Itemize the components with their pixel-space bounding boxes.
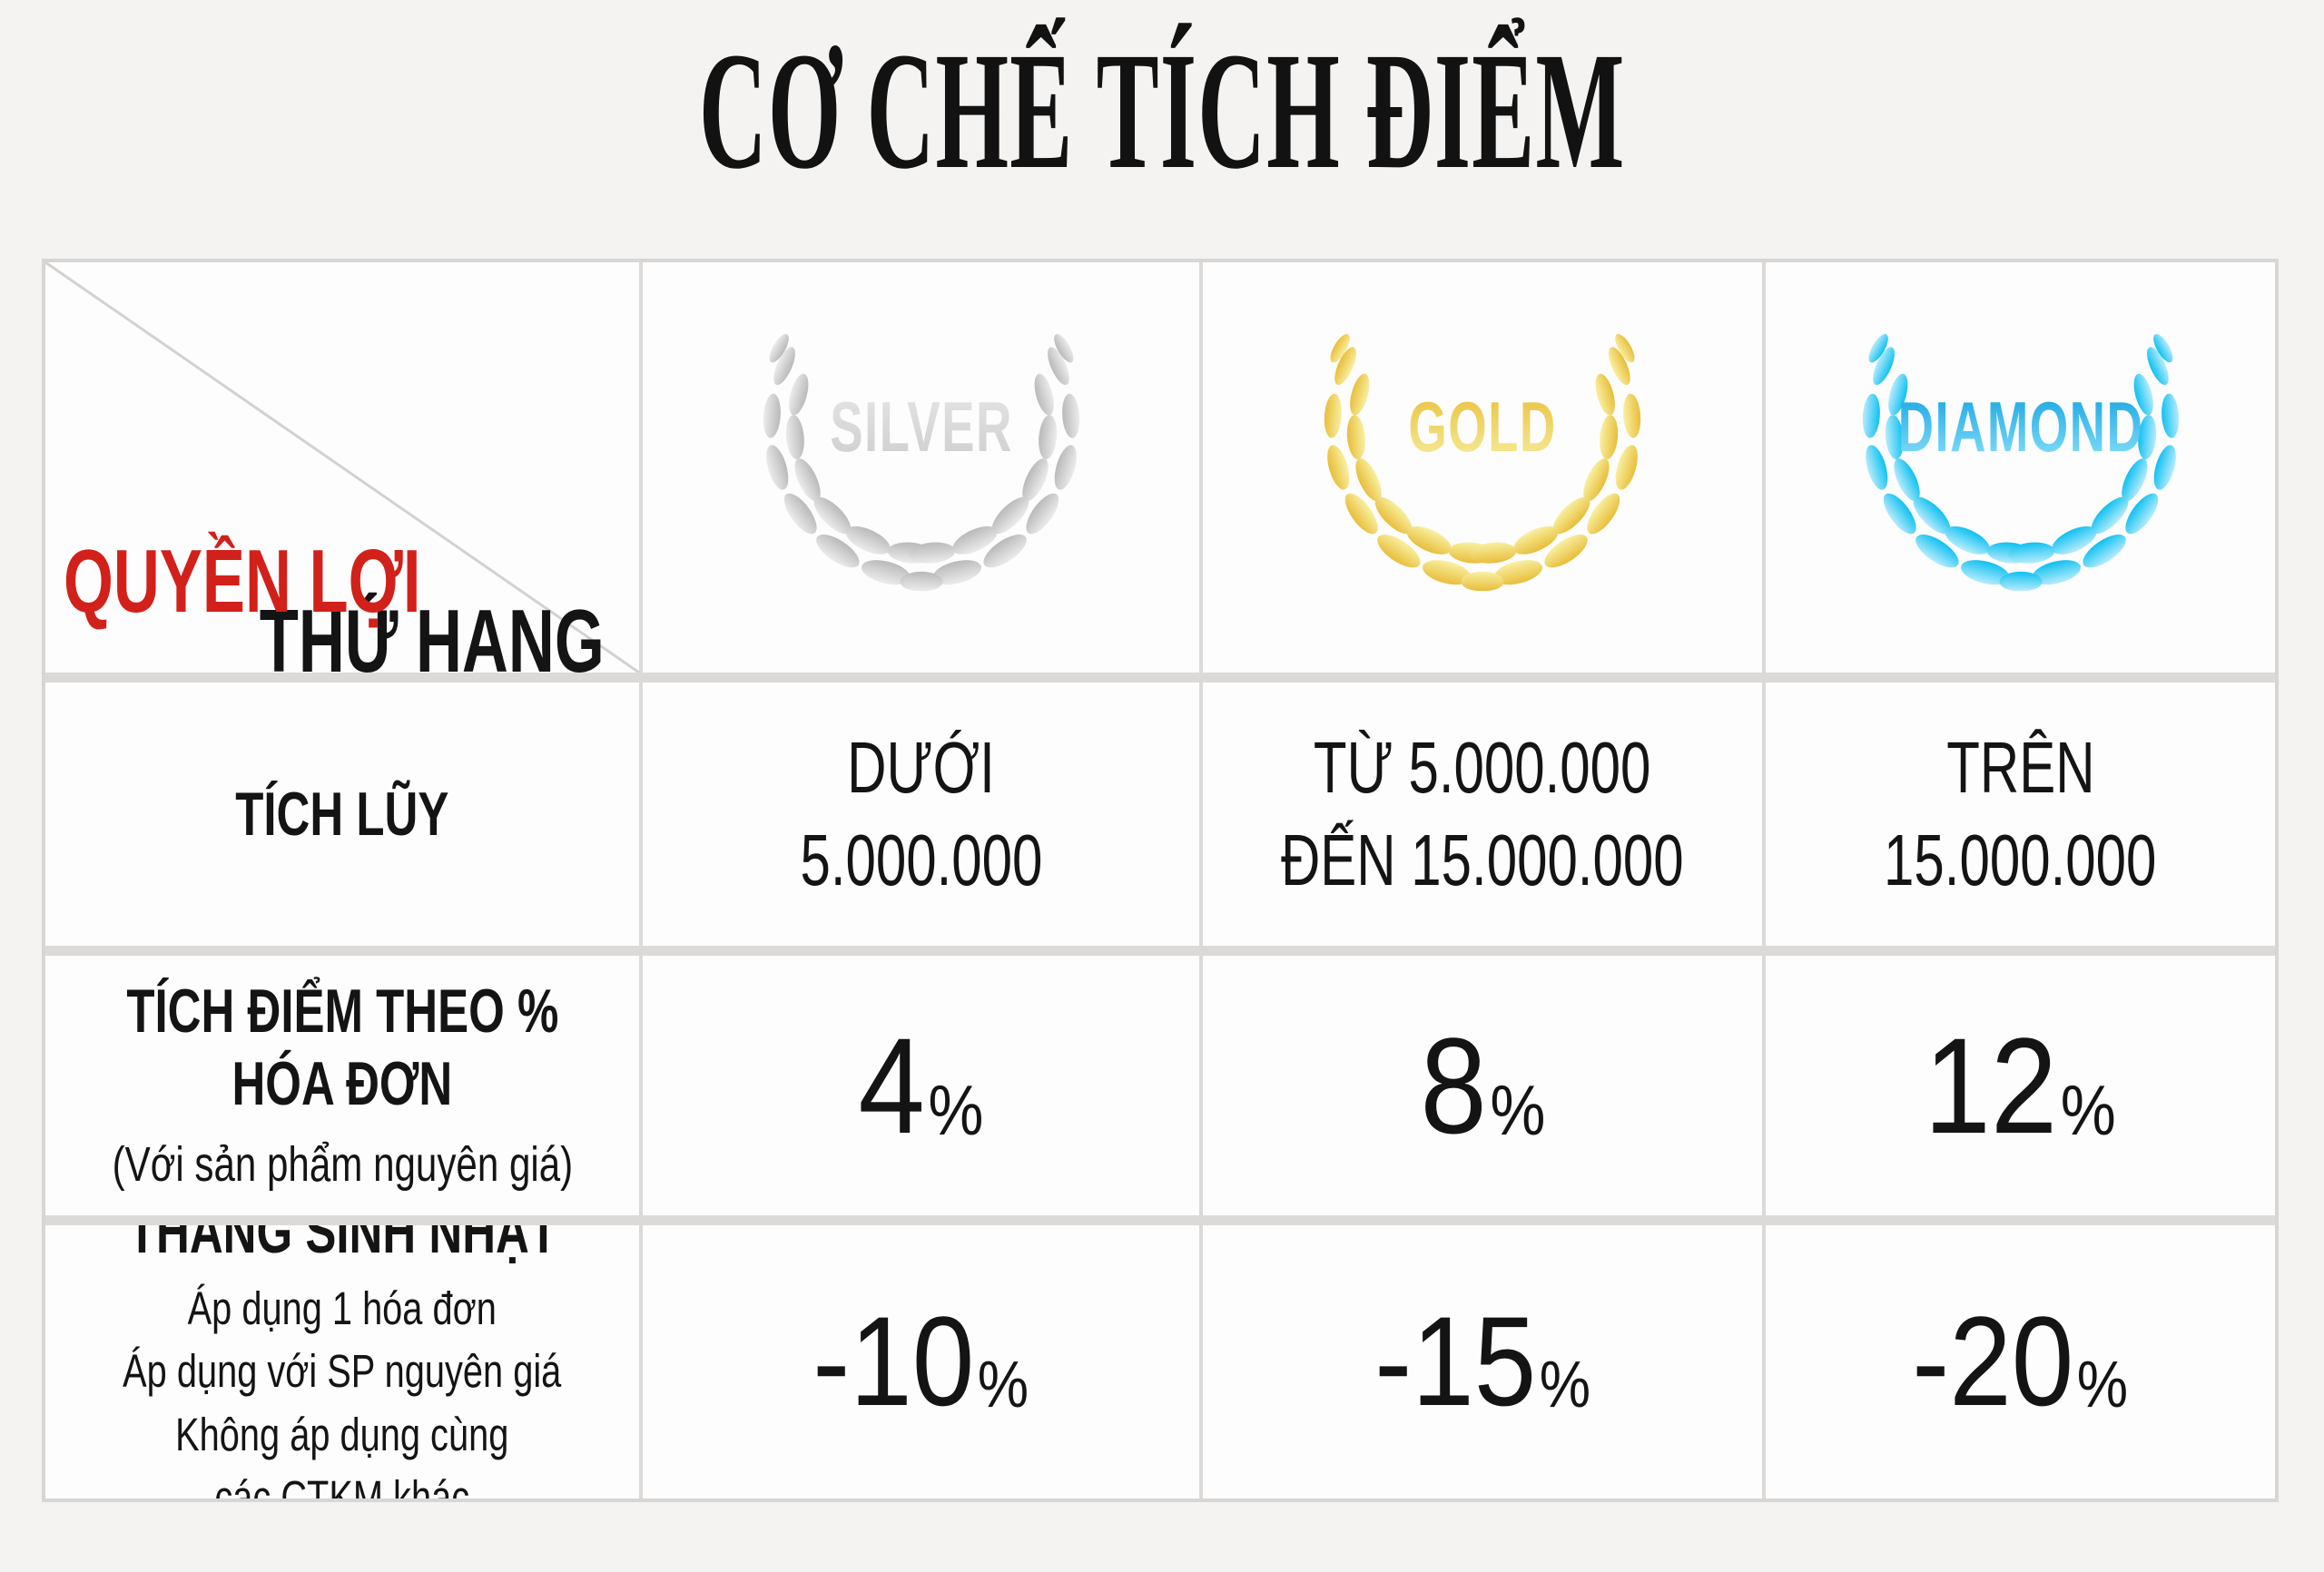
birthday-condition-4: các CTKM khác	[214, 1470, 470, 1498]
tier-benefit-table: THỨ HẠNG QUYỀN LỢI SILVER GOLD DIAMOND T…	[42, 259, 2279, 1502]
page-title-text: CƠ CHẾ TÍCH ĐIỂM	[698, 18, 1626, 204]
accumulation-gold-cell: TỪ 5.000.000 ĐẾN 15.000.000	[1203, 683, 1762, 946]
gold-laurel-wreath-icon	[1301, 334, 1664, 601]
rank-axis-label: THỨ HẠNG	[260, 591, 605, 673]
accumulation-silver-cell: DƯỚI 5.000.000	[643, 683, 1199, 946]
tier-header-silver: SILVER	[643, 262, 1199, 673]
row-label-accumulation: TÍCH LŨY	[45, 683, 639, 946]
benefit-axis-label: QUYỀN LỢI	[64, 531, 421, 631]
accumulation-silver-line1: DƯỚI	[847, 726, 995, 808]
earn-percent-label-line2: HÓA ĐƠN	[231, 1048, 453, 1118]
percent-sign: %	[2077, 1348, 2129, 1421]
birthday-discount-gold-cell: -15%	[1203, 1225, 1762, 1498]
percent-sign: %	[1539, 1348, 1590, 1421]
row-label-earn-percent: TÍCH ĐIỂM THEO % HÓA ĐƠN (Với sản phẩm n…	[45, 956, 639, 1215]
birthday-condition-1: Áp dụng 1 hóa đơn	[187, 1282, 497, 1334]
silver-laurel-wreath-icon	[740, 334, 1103, 601]
birthday-discount-silver-cell: -10%	[643, 1225, 1199, 1498]
birthday-condition-3: Không áp dụng cùng	[175, 1408, 509, 1460]
tier-name-gold: GOLD	[1355, 391, 1610, 462]
birthday-discount-silver-value: -10	[812, 1290, 975, 1433]
birthday-condition-2: Áp dụng với SP nguyên giá	[123, 1345, 562, 1398]
accumulation-diamond-cell: TRÊN 15.000.000	[1766, 683, 2275, 946]
tier-header-gold: GOLD	[1203, 262, 1762, 673]
birthday-month-conditions: Áp dụng 1 hóa đơn Áp dụng với SP nguyên …	[123, 1277, 561, 1498]
accumulation-label: TÍCH LŨY	[235, 779, 449, 849]
tier-name-silver: SILVER	[794, 391, 1049, 462]
earn-percent-sublabel: (Với sản phẩm nguyên giá)	[112, 1137, 573, 1193]
percent-sign: %	[978, 1348, 1029, 1421]
birthday-month-label: THÁNG SINH NHẬT	[127, 1225, 557, 1266]
earn-percent-gold-value: 8	[1420, 1008, 1487, 1162]
birthday-discount-diamond-value: -20	[1912, 1290, 2074, 1433]
accumulation-gold-line2: ĐẾN 15.000.000	[1281, 820, 1684, 900]
diamond-laurel-wreath-icon	[1839, 334, 2202, 601]
earn-percent-gold-cell: 8%	[1203, 956, 1762, 1215]
birthday-discount-diamond-cell: -20%	[1766, 1225, 2275, 1498]
row-label-birthday-month: THÁNG SINH NHẬT Áp dụng 1 hóa đơn Áp dụn…	[45, 1225, 639, 1498]
accumulation-silver-line2: 5.000.000	[800, 820, 1042, 900]
accumulation-diamond-line2: 15.000.000	[1884, 820, 2157, 900]
birthday-discount-gold-value: -15	[1374, 1290, 1537, 1433]
earn-percent-silver-cell: 4%	[643, 956, 1199, 1215]
earn-percent-diamond-cell: 12%	[1766, 956, 2275, 1215]
accumulation-diamond-line1: TRÊN	[1945, 726, 2095, 808]
percent-sign: %	[928, 1069, 984, 1150]
percent-sign: %	[1489, 1069, 1545, 1150]
earn-percent-diamond-value: 12	[1924, 1008, 2058, 1162]
diagonal-divider-line	[45, 262, 639, 673]
tier-header-diamond: DIAMOND	[1766, 262, 2275, 673]
corner-header-cell: THỨ HẠNG QUYỀN LỢI	[45, 262, 639, 673]
percent-sign: %	[2061, 1069, 2117, 1150]
tier-name-diamond: DIAMOND	[1894, 391, 2148, 462]
earn-percent-label-line1: TÍCH ĐIỂM THEO %	[125, 976, 559, 1046]
earn-percent-silver-value: 4	[858, 1008, 925, 1162]
accumulation-gold-line1: TỪ 5.000.000	[1314, 726, 1651, 808]
page-title: CƠ CHẾ TÍCH ĐIỂM	[0, 23, 2324, 200]
